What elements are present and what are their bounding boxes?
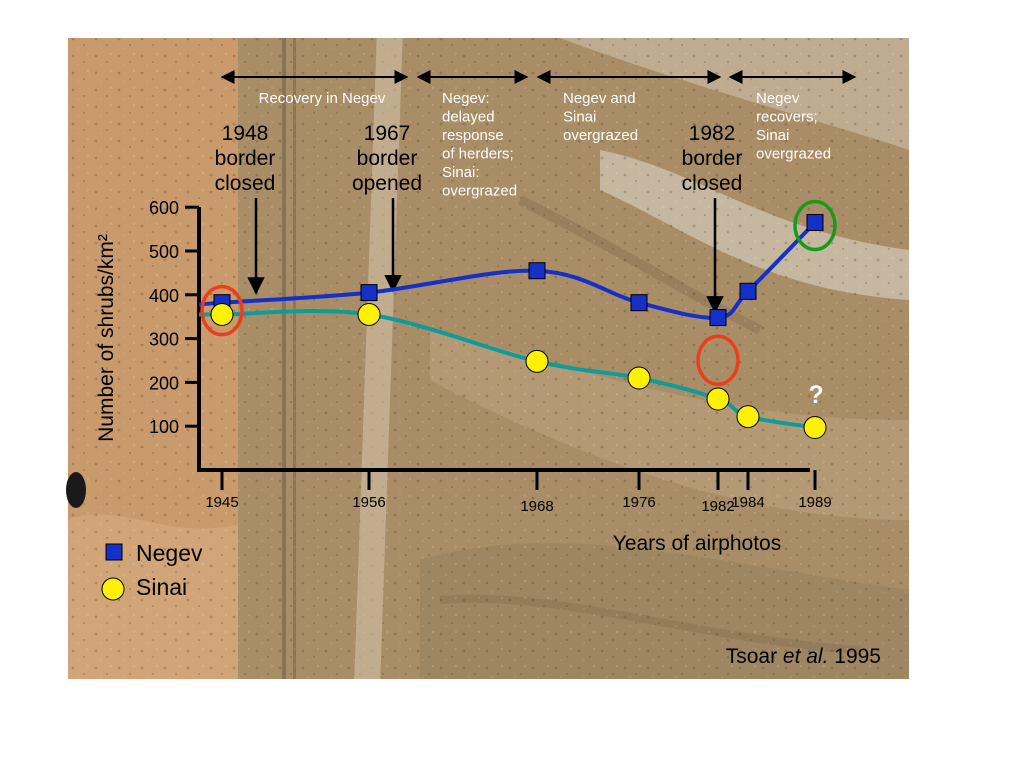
y-tick-label: 200 <box>149 373 179 393</box>
period-label-line: Sinai <box>563 109 596 126</box>
x-tick-label: 1989 <box>798 494 831 511</box>
x-tick-label: 1976 <box>622 494 655 511</box>
legend: Negev Sinai <box>101 540 203 601</box>
period-label: Negev and Sinai overgrazed <box>563 90 638 144</box>
legend-sinai-marker <box>101 577 125 601</box>
negev-data-point <box>739 282 757 300</box>
citation-year: 1995 <box>828 645 881 668</box>
x-tick-label: 1956 <box>352 494 385 511</box>
period-label-line: recovers; <box>756 109 818 126</box>
negev-data-point <box>806 214 824 232</box>
highlight-circle <box>793 199 837 252</box>
negev-data-point <box>528 262 546 280</box>
y-tick-label: 100 <box>149 417 179 437</box>
event-label-line: closed <box>215 172 276 195</box>
y-tick-label: 300 <box>149 330 179 350</box>
period-label-line: overgrazed <box>756 146 831 163</box>
y-tick-label: 600 <box>149 198 179 218</box>
aerial-photo-background <box>66 38 909 679</box>
period-label: Recovery in Negev <box>259 90 386 107</box>
y-tick-label: 500 <box>149 242 179 262</box>
period-label-line: Sinai: <box>442 164 480 181</box>
event-label-1948: 1948 border closed <box>215 122 276 195</box>
period-label-line: overgrazed <box>563 127 638 144</box>
period-label: Negev: delayed response of herders; Sinai: ov… <box>442 90 517 200</box>
period-label-line: Negev and <box>563 90 636 107</box>
series-markers <box>210 214 827 440</box>
negev-series-line <box>198 221 817 320</box>
legend-negev-label: Negev <box>136 540 203 566</box>
legend-negev-marker <box>105 543 123 561</box>
sinai-data-point <box>357 303 381 327</box>
event-label-line: closed <box>682 172 743 195</box>
x-tick-label: 1968 <box>520 498 553 515</box>
highlight-circle <box>696 334 740 387</box>
highlight-circles <box>200 199 837 387</box>
legend-sinai-label: Sinai <box>136 574 187 600</box>
question-mark: ? <box>808 381 823 409</box>
sinai-data-point <box>736 405 760 429</box>
event-label-line: 1967 <box>364 122 411 145</box>
event-label-line: border <box>215 147 276 170</box>
negev-data-point <box>630 294 648 312</box>
period-label-line: Sinai <box>756 127 789 144</box>
citation-author: Tsoar <box>726 645 783 668</box>
event-label-line: border <box>357 147 418 170</box>
sinai-data-point <box>525 349 549 373</box>
event-label-1967: 1967 border opened <box>352 122 422 195</box>
period-label-line: delayed <box>442 109 495 126</box>
citation-etal: et al. <box>783 645 829 668</box>
event-label-line: border <box>682 147 743 170</box>
x-tick-label: 1982 <box>701 498 734 515</box>
y-tick-label: 400 <box>149 286 179 306</box>
sinai-data-point <box>210 303 234 327</box>
period-label-line: Negev: <box>442 90 490 107</box>
sinai-data-point <box>803 416 827 440</box>
sinai-data-point <box>627 366 651 390</box>
x-axis-label: Years of airphotos <box>613 532 782 555</box>
highlight-circle <box>200 284 244 337</box>
x-tick-label: 1984 <box>731 494 764 511</box>
period-label-line: overgrazed <box>442 183 517 200</box>
citation: Tsoar et al. 1995 <box>726 645 881 668</box>
negev-data-point <box>709 309 727 327</box>
negev-data-point <box>360 284 378 302</box>
period-label-line: of herders; <box>442 146 514 163</box>
x-tick-label: 1945 <box>205 494 238 511</box>
period-annotations: Recovery in Negev Negev: delayed response of… <box>220 70 857 200</box>
y-axis-label: Number of shrubs/km² <box>95 234 118 442</box>
event-label-1982: 1982 border closed <box>682 122 743 195</box>
period-label-line: Negev <box>756 90 800 107</box>
event-label-line: 1982 <box>689 122 736 145</box>
event-label-line: 1948 <box>222 122 269 145</box>
event-label-line: opened <box>352 172 422 195</box>
sinai-data-point <box>706 387 730 411</box>
period-label-line: response <box>442 127 504 144</box>
period-label-line: Recovery in Negev <box>259 90 386 107</box>
period-label: Negev recovers; Sinai overgrazed <box>756 90 831 163</box>
